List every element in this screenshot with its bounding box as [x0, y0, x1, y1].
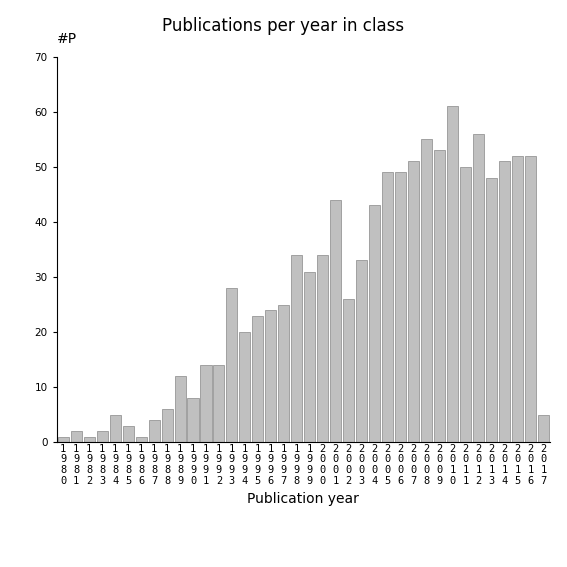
Bar [356, 260, 367, 442]
Bar [175, 376, 185, 442]
Bar [239, 332, 251, 442]
Bar [278, 304, 289, 442]
Bar [109, 414, 121, 442]
Bar [343, 299, 354, 442]
Bar [226, 288, 238, 442]
Bar [201, 365, 211, 442]
Bar [512, 156, 523, 442]
Text: Publications per year in class: Publications per year in class [162, 17, 405, 35]
Bar [291, 255, 302, 442]
Bar [434, 150, 445, 442]
Bar [460, 167, 471, 442]
Bar [149, 420, 159, 442]
Bar [136, 437, 147, 442]
Bar [473, 134, 484, 442]
Bar [213, 365, 225, 442]
Text: #P: #P [57, 32, 77, 46]
Bar [58, 437, 69, 442]
Bar [408, 162, 419, 442]
Bar [486, 178, 497, 442]
Bar [188, 398, 198, 442]
Bar [304, 272, 315, 442]
Bar [252, 316, 264, 442]
Bar [84, 437, 95, 442]
Bar [331, 200, 341, 442]
Bar [525, 156, 536, 442]
Bar [395, 172, 406, 442]
Bar [318, 255, 328, 442]
Bar [447, 106, 458, 442]
Bar [369, 205, 380, 442]
Bar [382, 172, 393, 442]
X-axis label: Publication year: Publication year [247, 492, 359, 506]
Bar [499, 162, 510, 442]
Bar [162, 409, 172, 442]
Bar [265, 310, 276, 442]
Bar [71, 431, 82, 442]
Bar [96, 431, 108, 442]
Bar [538, 414, 549, 442]
Bar [122, 426, 134, 442]
Bar [421, 139, 432, 442]
